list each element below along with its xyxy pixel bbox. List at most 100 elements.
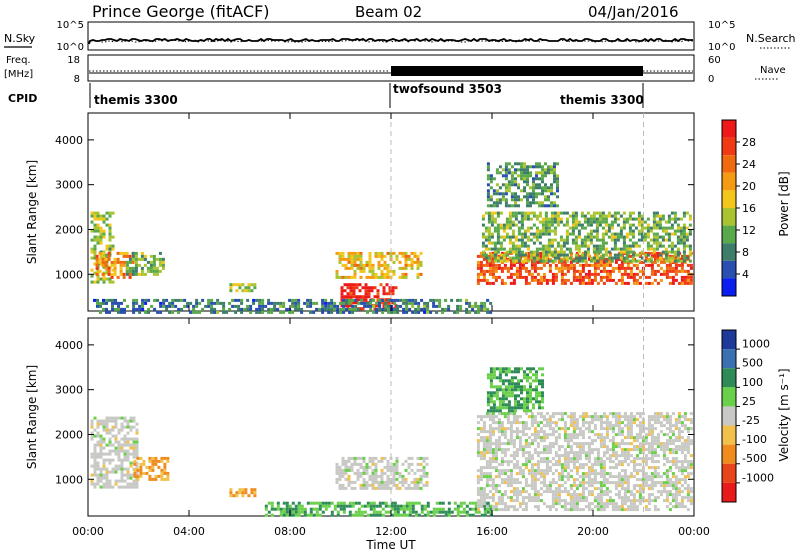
- colorbar-swatch: [722, 243, 736, 261]
- data-cell: [541, 192, 544, 196]
- data-cell: [482, 421, 486, 425]
- data-cell: [667, 238, 671, 242]
- data-cell: [568, 247, 572, 251]
- data-cell: [587, 508, 591, 512]
- data-cell: [593, 487, 597, 491]
- data-cell: [538, 183, 541, 187]
- data-cell: [365, 483, 369, 487]
- data-cell: [608, 412, 612, 416]
- data-cell: [492, 177, 496, 181]
- time-tick-label: 00:00: [678, 525, 710, 538]
- data-cell: [629, 460, 633, 464]
- data-cell: [526, 367, 529, 371]
- data-cell: [590, 448, 594, 452]
- data-cell: [535, 201, 538, 205]
- data-cell: [387, 504, 391, 508]
- data-cell: [396, 304, 400, 308]
- data-cell: [405, 298, 409, 302]
- data-cell: [544, 211, 548, 215]
- data-cell: [550, 168, 553, 172]
- data-cell: [572, 478, 576, 482]
- data-cell: [619, 253, 623, 257]
- data-cell: [423, 513, 427, 517]
- data-cell: [653, 427, 657, 431]
- data-cell: [656, 439, 660, 443]
- data-cell: [491, 415, 495, 419]
- data-cell: [514, 235, 518, 239]
- data-cell: [390, 307, 394, 311]
- data-cell: [632, 421, 636, 425]
- data-cell: [566, 266, 570, 270]
- data-cell: [544, 168, 547, 172]
- data-cell: [605, 263, 609, 267]
- data-cell: [659, 260, 663, 264]
- data-cell: [390, 501, 394, 505]
- data-cell: [505, 259, 509, 263]
- data-cell: [530, 478, 534, 482]
- data-cell: [405, 513, 409, 517]
- data-cell: [389, 477, 393, 481]
- data-cell: [677, 487, 681, 491]
- data-cell: [614, 266, 618, 270]
- data-cell: [312, 513, 316, 517]
- data-cell: [120, 416, 124, 420]
- data-cell: [324, 501, 328, 505]
- time-tick-label: 16:00: [476, 525, 508, 538]
- data-cell: [370, 286, 374, 290]
- data-cell: [350, 257, 354, 261]
- data-cell: [590, 481, 594, 485]
- data-cell: [392, 477, 396, 481]
- data-cell: [141, 301, 145, 305]
- data-cell: [526, 201, 529, 205]
- data-cell: [99, 437, 103, 441]
- data-cell: [608, 472, 612, 476]
- data-cell: [554, 275, 558, 279]
- data-cell: [356, 477, 360, 481]
- data-cell: [390, 310, 394, 314]
- data-cell: [524, 502, 528, 506]
- data-cell: [587, 451, 591, 455]
- data-cell: [484, 229, 488, 233]
- data-cell: [592, 217, 596, 221]
- data-cell: [632, 275, 636, 279]
- data-cell: [497, 469, 501, 473]
- data-cell: [495, 388, 499, 392]
- data-cell: [93, 223, 97, 227]
- time-tick-label: 12:00: [375, 525, 407, 538]
- data-cell: [545, 466, 549, 470]
- data-cell: [155, 257, 159, 261]
- data-cell: [629, 442, 633, 446]
- data-cell: [365, 471, 369, 475]
- data-cell: [529, 409, 532, 413]
- data-cell: [270, 507, 274, 511]
- data-cell: [210, 304, 214, 308]
- data-cell: [632, 418, 636, 422]
- data-cell: [493, 256, 497, 260]
- data-cell: [476, 278, 480, 282]
- data-cell: [477, 510, 481, 514]
- data-cell: [668, 478, 672, 482]
- data-cell: [608, 466, 612, 470]
- data-cell: [527, 251, 531, 255]
- data-cell: [566, 466, 570, 470]
- data-cell: [508, 211, 512, 215]
- data-cell: [572, 269, 576, 273]
- data-cell: [620, 508, 624, 512]
- data-cell: [650, 430, 654, 434]
- data-cell: [539, 493, 543, 497]
- data-cell: [650, 481, 654, 485]
- data-cell: [559, 250, 563, 254]
- data-cell: [229, 494, 233, 498]
- data-cell: [142, 471, 146, 475]
- data-cell: [512, 412, 516, 416]
- data-cell: [512, 451, 516, 455]
- data-cell: [113, 263, 117, 267]
- data-cell: [511, 241, 515, 245]
- data-cell: [500, 278, 504, 282]
- data-cell: [493, 220, 497, 224]
- data-cell: [533, 463, 537, 467]
- data-cell: [682, 235, 686, 239]
- data-cell: [512, 454, 516, 458]
- data-cell: [306, 298, 310, 302]
- data-cell: [682, 211, 686, 215]
